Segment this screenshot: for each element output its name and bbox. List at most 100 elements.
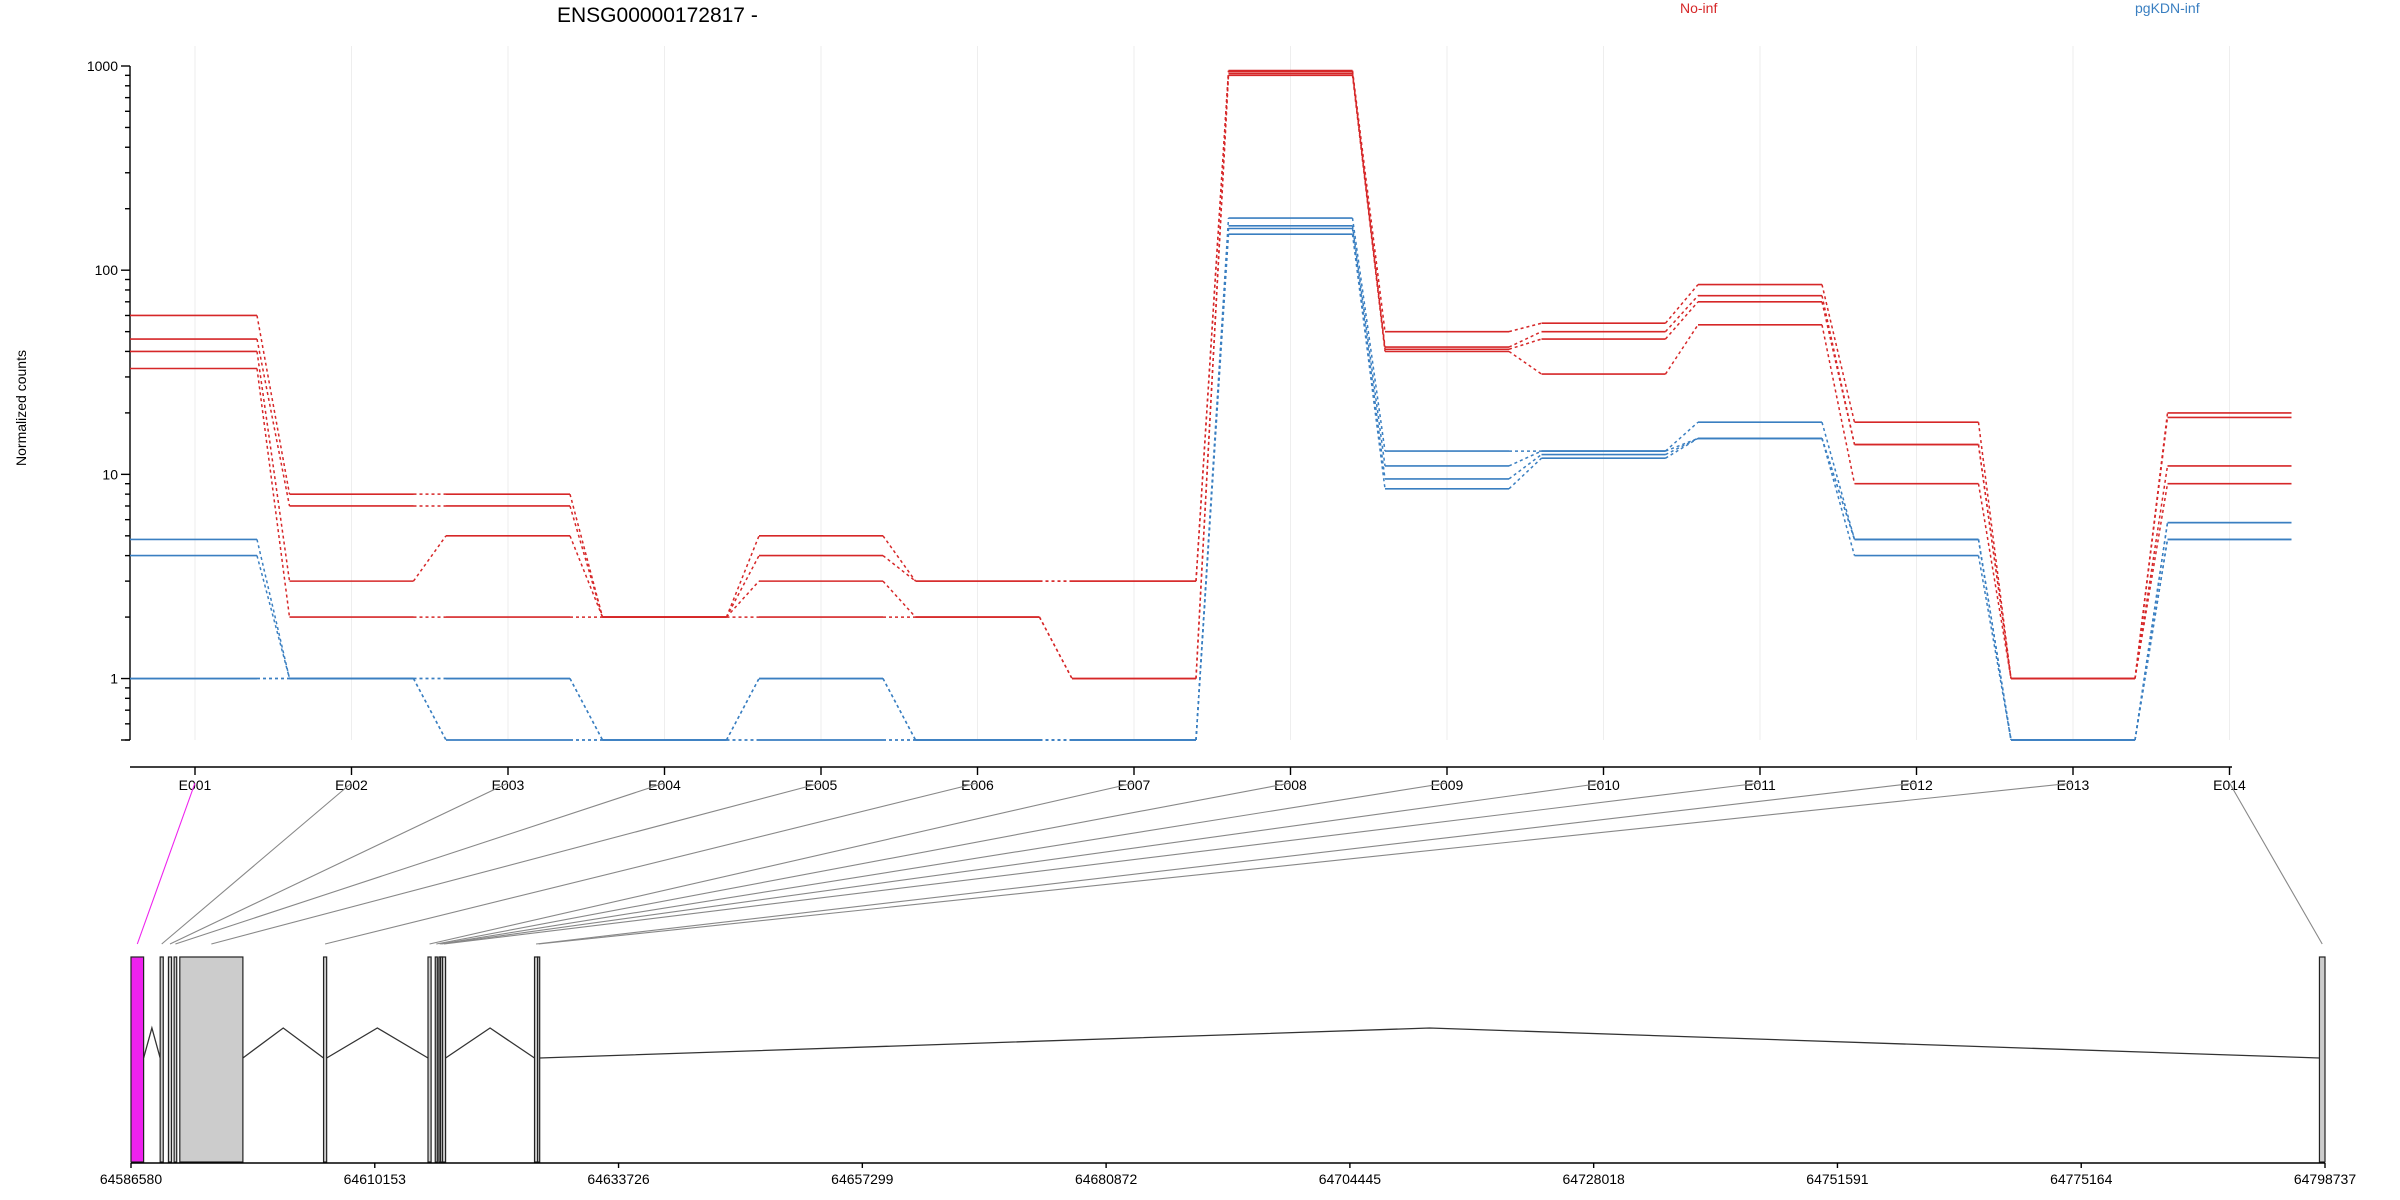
series-No-inf — [130, 69, 2292, 680]
series-transition — [1977, 539, 2012, 741]
series-transition — [1351, 73, 1386, 350]
connector-E009 — [439, 782, 1448, 945]
series-transition — [1508, 330, 1542, 348]
exon-E005 — [179, 956, 244, 1163]
series-transition — [1664, 295, 1699, 333]
series-transition — [725, 678, 760, 741]
series-transition — [1821, 422, 1856, 540]
y-tick-label: 100 — [95, 262, 119, 278]
connector-E002 — [161, 782, 352, 945]
exon-E002 — [159, 956, 164, 1163]
x-tick-label: E007 — [1118, 777, 1151, 793]
series-transition — [1351, 217, 1386, 452]
connector-E011 — [443, 782, 1761, 945]
series-transition — [1195, 228, 1230, 741]
connector-E012 — [536, 782, 1917, 945]
series-transition — [256, 315, 291, 495]
exon-E007 — [427, 956, 432, 1163]
intron — [445, 1027, 535, 1059]
series-pgKDN-inf — [130, 217, 2292, 741]
series-No-inf — [130, 74, 2292, 680]
exon-E014 — [2318, 956, 2326, 1163]
x-tick-label: E012 — [1900, 777, 1933, 793]
series-transition — [1351, 225, 1386, 467]
series-transition — [1508, 322, 1542, 333]
exon-E013 — [537, 956, 541, 1163]
series-transition — [1195, 71, 1230, 582]
series-transition — [1977, 483, 2012, 679]
genomic-tick-label: 64610153 — [344, 1171, 407, 1187]
x-tick-label: E003 — [492, 777, 525, 793]
series-pgKDN-inf — [130, 224, 2292, 741]
x-tick-label: E008 — [1274, 777, 1307, 793]
connector-E003 — [169, 782, 509, 945]
series-transition — [1195, 225, 1230, 741]
series-transition — [1038, 616, 1073, 679]
series-transition — [882, 678, 917, 741]
legend-pgkdn-inf: pgKDN-inf — [2135, 0, 2200, 16]
exon-E008 — [434, 956, 438, 1163]
exon-E001 — [130, 956, 145, 1163]
series-transition — [412, 678, 447, 741]
x-tick-label: E006 — [961, 777, 994, 793]
x-axis: E001 E002 E003 E004 E005 E006 E007 E008 E009 E010… — [130, 766, 2246, 793]
series-transition — [256, 555, 291, 679]
series-transition — [256, 338, 291, 507]
series-transition — [725, 580, 760, 618]
genomic-tick-label: 64798737 — [2294, 1171, 2357, 1187]
series-transition — [412, 678, 447, 741]
series-pgKDN-inf — [130, 233, 2292, 741]
intron — [242, 1027, 324, 1059]
x-tick-label: E004 — [648, 777, 681, 793]
genomic-tick-label: 64680872 — [1075, 1171, 1138, 1187]
genomic-tick-label: 64751591 — [1806, 1171, 1869, 1187]
chart-title: ENSG00000172817 - — [557, 4, 758, 27]
series-transition — [1977, 444, 2012, 679]
series-transition — [256, 351, 291, 582]
vertical-grid — [194, 46, 2230, 740]
intron — [326, 1027, 429, 1059]
series-transition — [569, 535, 604, 618]
series-transition — [1351, 75, 1386, 352]
series-transition — [1038, 616, 1073, 679]
series-transition — [2134, 483, 2169, 679]
series-transition — [1195, 234, 1230, 741]
series-transition — [569, 505, 604, 618]
series-transition — [1821, 438, 1856, 540]
gene-model — [130, 956, 2326, 1163]
series-transition — [1977, 422, 2012, 679]
exon-E003 — [167, 956, 173, 1163]
series-transition — [882, 535, 917, 582]
series-transition — [882, 555, 916, 582]
series-transition — [2134, 417, 2169, 679]
series-transition — [569, 678, 604, 741]
series-transition — [1508, 350, 1542, 375]
connector-E004 — [175, 782, 665, 945]
x-tick-label: E002 — [335, 777, 368, 793]
series-lines — [130, 69, 2292, 741]
series-transition — [1351, 234, 1386, 489]
series-transition — [882, 678, 917, 741]
series-transition — [725, 535, 760, 618]
series-transition — [1665, 421, 1699, 452]
series-No-inf — [130, 72, 2292, 680]
series-transition — [1977, 555, 2012, 741]
y-tick-label: 10 — [102, 466, 118, 482]
series-transition — [725, 678, 760, 741]
series-transition — [569, 678, 604, 741]
x-tick-label: E011 — [1744, 777, 1776, 793]
x-tick-label: E014 — [2213, 777, 2246, 793]
legend-no-inf: No-inf — [1680, 0, 1717, 16]
series-transition — [1664, 301, 1699, 340]
series-No-inf — [130, 70, 2292, 680]
series-transition — [412, 535, 447, 582]
connector-E013 — [538, 782, 2074, 945]
genomic-tick-label: 64586580 — [100, 1171, 163, 1187]
genomic-tick-label: 64775164 — [2050, 1171, 2113, 1187]
intron — [539, 1027, 2320, 1059]
series-transition — [2134, 539, 2169, 741]
connector-E001 — [136, 782, 196, 945]
series-transition — [1664, 324, 1699, 375]
exon-E006 — [322, 956, 328, 1163]
